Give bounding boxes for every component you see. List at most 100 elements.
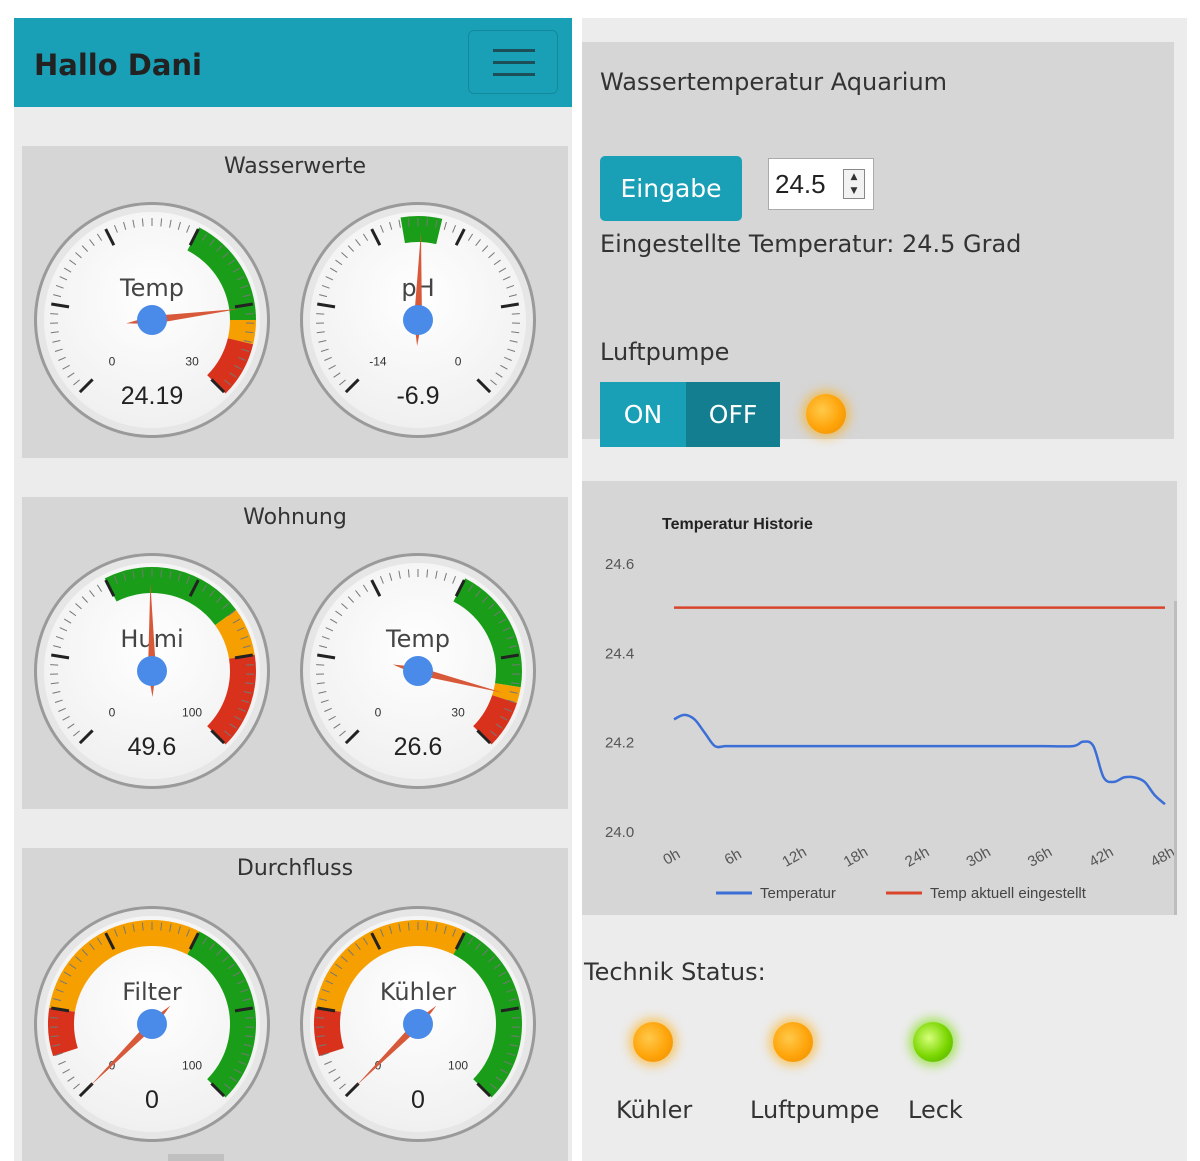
gauge-tick — [490, 1083, 497, 1090]
gauge-tick — [243, 1044, 252, 1047]
gauge-tick — [508, 294, 517, 298]
gauge-tick — [222, 956, 229, 963]
gauge-tick — [481, 245, 489, 252]
gauge-tick — [341, 252, 348, 259]
gauge-tick — [509, 340, 518, 343]
gauge-tick — [335, 963, 343, 970]
eingabe-button[interactable]: Eingabe — [600, 156, 742, 221]
gauge-tick — [123, 925, 127, 934]
gauge-tick — [227, 259, 235, 266]
spin-up-icon[interactable]: ▲ — [850, 172, 858, 182]
gauge-tick — [81, 245, 89, 252]
hamburger-menu-icon-bar — [493, 61, 535, 64]
gauge-tick — [123, 572, 127, 581]
gauge-tick — [502, 627, 511, 632]
gauge-tick — [240, 284, 249, 289]
gauge-value: 24.19 — [121, 382, 184, 410]
gauge-tick — [379, 575, 384, 584]
gauge-tick — [132, 923, 135, 932]
gauge-tick — [234, 1006, 253, 1013]
greeting-title: Hallo Dani — [34, 48, 202, 82]
gauge-tick — [245, 664, 254, 666]
card-durchfluss: Durchfluss 0100Filter00100Kühler0 — [22, 848, 568, 1161]
gauge-tick — [320, 699, 329, 703]
gauge-tick — [160, 569, 163, 578]
gauge-band-0 — [314, 1007, 344, 1057]
gauge-tick — [238, 707, 246, 712]
gauge-tick — [318, 691, 327, 694]
gauge-band-0 — [104, 567, 237, 626]
gauge-min-label: 0 — [109, 705, 116, 719]
gauge-tick — [132, 570, 135, 579]
gauge-tick — [188, 579, 200, 597]
gauge-tick — [141, 218, 144, 227]
gauge-tick — [245, 1035, 254, 1038]
gauge-tick — [52, 340, 61, 343]
gauge-tick — [362, 584, 369, 592]
gauge-band-2 — [473, 695, 517, 745]
gauge-tick — [104, 932, 116, 950]
gauge-tick — [398, 219, 401, 228]
chart-legend-label: Temp aktuell eingestellt — [930, 885, 1087, 902]
gauge-tick — [325, 980, 334, 985]
gauge-tick — [324, 707, 332, 712]
toggle-on-button[interactable]: ON — [600, 382, 686, 447]
gauge-tick — [222, 603, 229, 610]
gauge-tick — [73, 379, 80, 386]
gauge-tick — [370, 932, 382, 950]
gauge-tick — [443, 572, 447, 581]
gauge-tick — [51, 653, 70, 660]
number-spinner[interactable]: ▲ ▼ — [843, 169, 865, 199]
gauge-tick — [507, 699, 516, 703]
gauge-tick — [467, 233, 474, 241]
temperature-number-input[interactable]: 24.5 ▲ ▼ — [768, 158, 874, 210]
gauge-tick — [379, 928, 384, 937]
gauge-needle-hub — [137, 656, 167, 686]
scrollbar-thumb[interactable] — [168, 1154, 224, 1161]
chart-y-tick-label: 24.6 — [605, 556, 634, 573]
gauge-max-label: 0 — [455, 354, 462, 368]
gauge-band-1 — [315, 920, 466, 1012]
gauge-tick — [500, 715, 508, 721]
gauge-tick — [215, 949, 223, 956]
gauge-max-label: 100 — [182, 705, 202, 719]
gauge-needle-hub — [137, 1009, 167, 1039]
gauge-title: Temp — [385, 625, 450, 653]
gauge-tick — [435, 570, 438, 579]
gauge-band-0 — [400, 216, 443, 245]
gauge-temp: 0 30 Temp 26.6 — [300, 553, 536, 789]
gauge-tick — [62, 364, 70, 370]
gauge-tick — [502, 276, 511, 281]
gauge-tick — [169, 570, 172, 579]
gauge-tick — [224, 730, 231, 737]
gauge-tick — [511, 1017, 520, 1019]
gauge-tick — [498, 971, 507, 977]
gauge-tick — [341, 603, 348, 610]
air-pump-toggle[interactable]: ON OFF — [600, 382, 780, 447]
gauge-tick — [52, 1044, 61, 1047]
hamburger-menu-icon-bar — [493, 73, 535, 76]
spin-down-icon[interactable]: ▼ — [850, 186, 858, 196]
dashboard-left-panel: Hallo Dani Wasserwerte 030Temp24.19-140p… — [14, 18, 572, 1161]
gauge-tick — [245, 331, 254, 334]
gauge-tick — [73, 1083, 80, 1090]
hamburger-menu-button[interactable] — [468, 30, 558, 94]
gauge-tick — [50, 682, 59, 685]
toggle-off-button[interactable]: OFF — [686, 382, 780, 447]
gauge-tick — [73, 730, 80, 737]
gauge-band-0 — [47, 1007, 78, 1057]
chart-x-tick-label: 48h — [1148, 843, 1177, 870]
gauge-tick — [495, 1076, 503, 1082]
gauge-tick — [507, 348, 516, 352]
gauge-tick — [335, 259, 343, 266]
gauge-tick — [186, 928, 191, 937]
gauge-tick — [75, 603, 82, 610]
chart-x-tick-label: 18h — [841, 843, 871, 870]
gauge-tick — [63, 267, 72, 273]
gauge-max-label: 100 — [182, 1058, 202, 1072]
air-pump-label: Luftpumpe — [600, 338, 730, 366]
gauge-tick — [62, 1068, 70, 1074]
gauge-tick — [188, 228, 200, 246]
